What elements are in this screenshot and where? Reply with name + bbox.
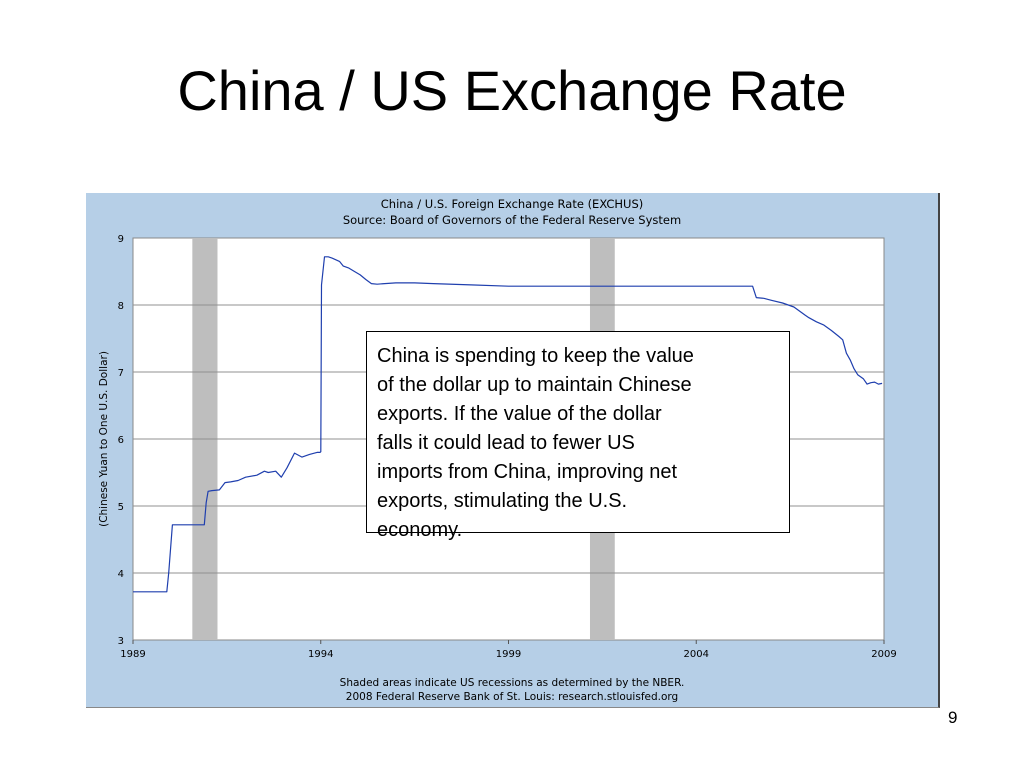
series-layer [133, 256, 883, 593]
chart-footer-line-1: Shaded areas indicate US recessions as d… [340, 677, 685, 689]
y-tick-label: 9 [118, 234, 124, 245]
series-line [133, 256, 883, 593]
chart-title: China / U.S. Foreign Exchange Rate (EXCH… [381, 197, 644, 211]
callout-line: economy. [377, 519, 463, 541]
x-tick-label: 2004 [684, 649, 709, 660]
callout-box: China is spending to keep the value of t… [366, 331, 790, 541]
callout-line: exports, stimulating the U.S. [377, 490, 628, 512]
y-tick-labels: 3 4 5 6 7 8 9 [118, 234, 124, 647]
callout-line: China is spending to keep the value [377, 345, 694, 367]
y-tick-label: 8 [118, 301, 124, 312]
x-tick-labels: 1989 1994 1999 2004 2009 [120, 640, 897, 660]
chart-footer-line-2: 2008 Federal Reserve Bank of St. Louis: … [346, 691, 678, 703]
y-tick-label: 4 [118, 569, 124, 580]
callout-line: of the dollar up to maintain Chinese [377, 374, 692, 396]
callout-line: imports from China, improving net [377, 461, 678, 483]
callout-line: falls it could lead to fewer US [377, 432, 635, 454]
page-number: 9 [948, 708, 958, 727]
slide-title: China / US Exchange Rate [177, 59, 847, 122]
y-tick-label: 5 [118, 502, 124, 513]
x-tick-label: 1989 [120, 649, 145, 660]
x-tick-label: 2009 [871, 649, 896, 660]
y-tick-label: 7 [118, 368, 124, 379]
x-tick-label: 1999 [496, 649, 521, 660]
x-tick-label: 1994 [308, 649, 333, 660]
chart-subtitle: Source: Board of Governors of the Federa… [343, 213, 681, 227]
callout-line: exports. If the value of the dollar [377, 403, 662, 425]
y-tick-label: 3 [118, 636, 124, 647]
y-tick-label: 6 [118, 435, 124, 446]
y-axis-label: (Chinese Yuan to One U.S. Dollar) [98, 351, 110, 527]
